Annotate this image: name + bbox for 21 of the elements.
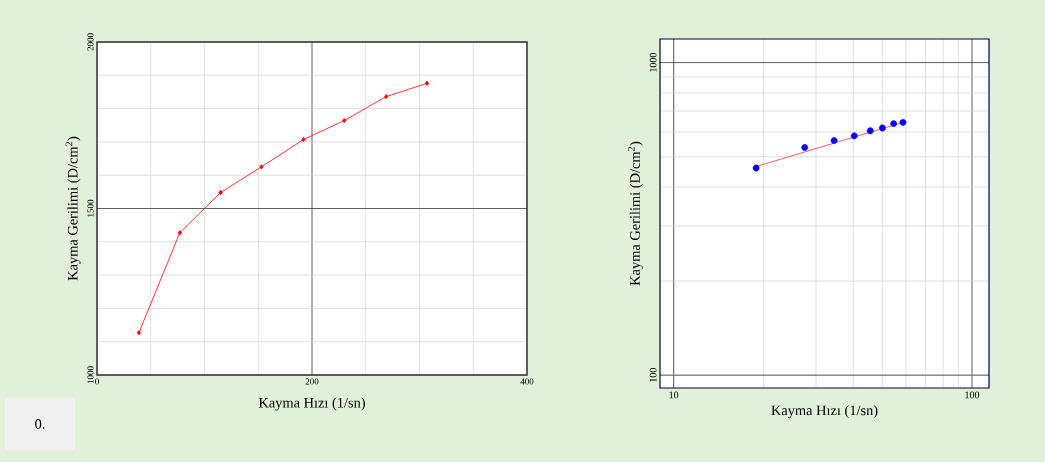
- x-axis-title: Kayma Hızı (1/sn): [258, 397, 365, 411]
- x-axis-title: Kayma Hızı (1/sn): [771, 405, 878, 419]
- text: 0.: [35, 419, 45, 429]
- x-tick-label: 0: [95, 378, 99, 385]
- point: [218, 189, 223, 196]
- point: [424, 80, 430, 86]
- point: [384, 94, 389, 100]
- x-tick-label: 400: [520, 378, 534, 385]
- y-axis-title: Kayma Gerilimi (D/cm$^{2}$): [627, 141, 643, 286]
- x-tick-label: 10: [669, 391, 679, 399]
- point: [136, 330, 141, 336]
- point: [301, 136, 306, 143]
- y-tick-label: 2000: [87, 33, 94, 51]
- point: [259, 164, 264, 170]
- x-tick-label: 200: [305, 378, 319, 385]
- point: [342, 117, 347, 124]
- point: [177, 230, 182, 236]
- y-tick-label: 1000: [87, 366, 94, 384]
- y-tick-label: 1000: [649, 52, 657, 72]
- y-axis-title: Kayma Gerilimi (D/cm$^{2}$): [65, 136, 81, 281]
- y-tick-label: 1500: [87, 199, 94, 217]
